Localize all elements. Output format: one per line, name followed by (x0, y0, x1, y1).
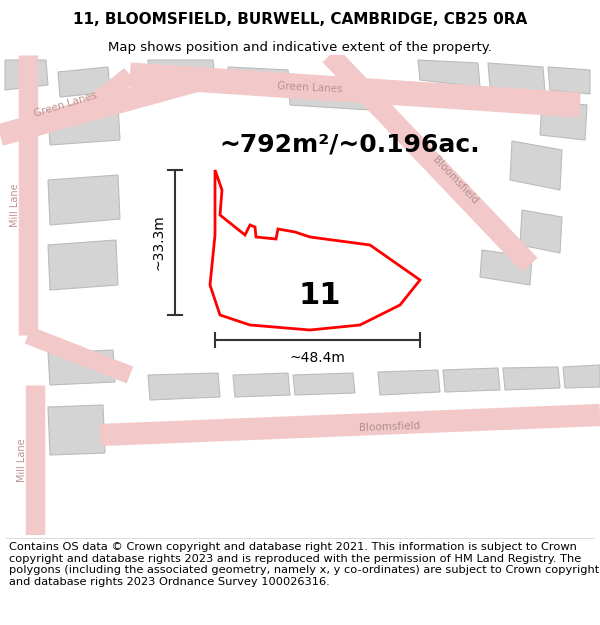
Polygon shape (148, 373, 220, 400)
Polygon shape (58, 67, 110, 97)
Polygon shape (503, 367, 560, 390)
Polygon shape (443, 368, 500, 392)
Polygon shape (548, 67, 590, 94)
Text: Green Lanes: Green Lanes (32, 91, 98, 119)
Text: Mill Lane: Mill Lane (17, 438, 27, 482)
Polygon shape (48, 405, 105, 455)
Polygon shape (48, 240, 118, 290)
Polygon shape (510, 141, 562, 190)
Polygon shape (520, 210, 562, 253)
Text: Mill Lane: Mill Lane (10, 183, 20, 227)
Text: Bloomsfield: Bloomsfield (359, 421, 421, 433)
Polygon shape (228, 67, 290, 91)
Text: Map shows position and indicative extent of the property.: Map shows position and indicative extent… (108, 41, 492, 54)
Polygon shape (48, 175, 120, 225)
Polygon shape (488, 63, 545, 92)
Polygon shape (563, 365, 600, 388)
Text: Contains OS data © Crown copyright and database right 2021. This information is : Contains OS data © Crown copyright and d… (9, 542, 599, 587)
Polygon shape (288, 77, 370, 110)
Text: 11, BLOOMSFIELD, BURWELL, CAMBRIDGE, CB25 0RA: 11, BLOOMSFIELD, BURWELL, CAMBRIDGE, CB2… (73, 12, 527, 27)
Polygon shape (48, 105, 120, 145)
Polygon shape (480, 250, 532, 285)
Text: ~48.4m: ~48.4m (290, 351, 346, 365)
Text: Bloomsfield: Bloomsfield (430, 154, 479, 206)
Polygon shape (233, 373, 290, 397)
Polygon shape (5, 60, 48, 90)
Text: Green Lanes: Green Lanes (277, 81, 343, 95)
Polygon shape (148, 60, 215, 82)
Polygon shape (540, 101, 587, 140)
Polygon shape (293, 373, 355, 395)
Polygon shape (48, 350, 115, 385)
Text: ~33.3m: ~33.3m (152, 214, 166, 271)
Polygon shape (418, 60, 480, 87)
Polygon shape (378, 370, 440, 395)
Text: 11: 11 (299, 281, 341, 309)
Text: ~792m²/~0.196ac.: ~792m²/~0.196ac. (220, 133, 481, 157)
